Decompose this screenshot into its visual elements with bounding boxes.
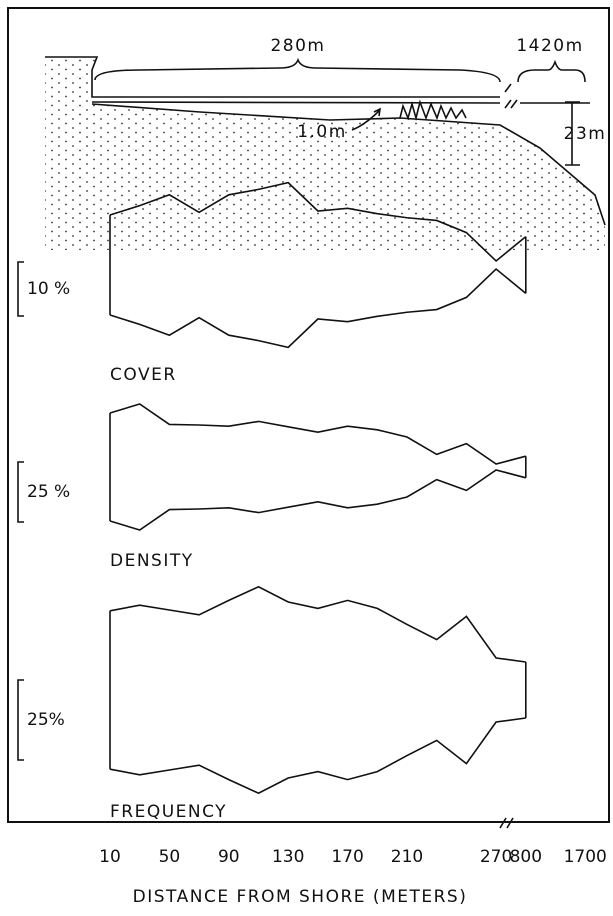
kite-upper [109, 403, 527, 465]
label: 23m [564, 124, 607, 144]
label: 1420m [516, 36, 583, 56]
x-tick-label: 130 [272, 847, 304, 867]
scale-label: 25 % [27, 482, 70, 502]
reef [399, 99, 467, 122]
break [504, 83, 518, 109]
x-tick-label: 210 [391, 847, 423, 867]
scale-label: 10 % [27, 279, 70, 299]
x-tick-label: 50 [159, 847, 181, 867]
brace [517, 59, 586, 83]
x-axis-title: DISTANCE FROM SHORE (METERS) [133, 887, 468, 907]
profile: 280m 1420m 1.0m 23m [45, 36, 606, 250]
scale-bar [17, 461, 24, 523]
series-label: COVER [110, 365, 177, 385]
arrow [351, 107, 382, 131]
kite-lower [109, 267, 527, 349]
frame [7, 7, 610, 823]
x-tick-label: 1700 [564, 847, 607, 867]
kite-lower [109, 469, 527, 531]
scale-bar [17, 261, 24, 317]
scale-label: 25% [27, 710, 65, 730]
series-label: FREQUENCY [110, 802, 227, 822]
x-tick-label: 90 [218, 847, 240, 867]
label: 1.0m [297, 122, 347, 142]
label: 280m [270, 36, 325, 56]
scale-bar [17, 679, 24, 761]
shore-surface [45, 56, 500, 98]
x-tick-label: 800 [510, 847, 542, 867]
kite-upper [109, 585, 526, 663]
series-label: DENSITY [110, 551, 194, 571]
brace [94, 57, 501, 83]
sediment [45, 57, 605, 250]
kite-upper [109, 181, 527, 263]
axis-break [499, 817, 514, 829]
x-tick-label: 170 [331, 847, 363, 867]
seabed [91, 103, 606, 226]
x-tick-label: 270 [480, 847, 512, 867]
kite-lower [109, 717, 526, 795]
water-line [91, 101, 590, 104]
depth-bar [565, 101, 580, 166]
x-tick-label: 10 [99, 847, 121, 867]
